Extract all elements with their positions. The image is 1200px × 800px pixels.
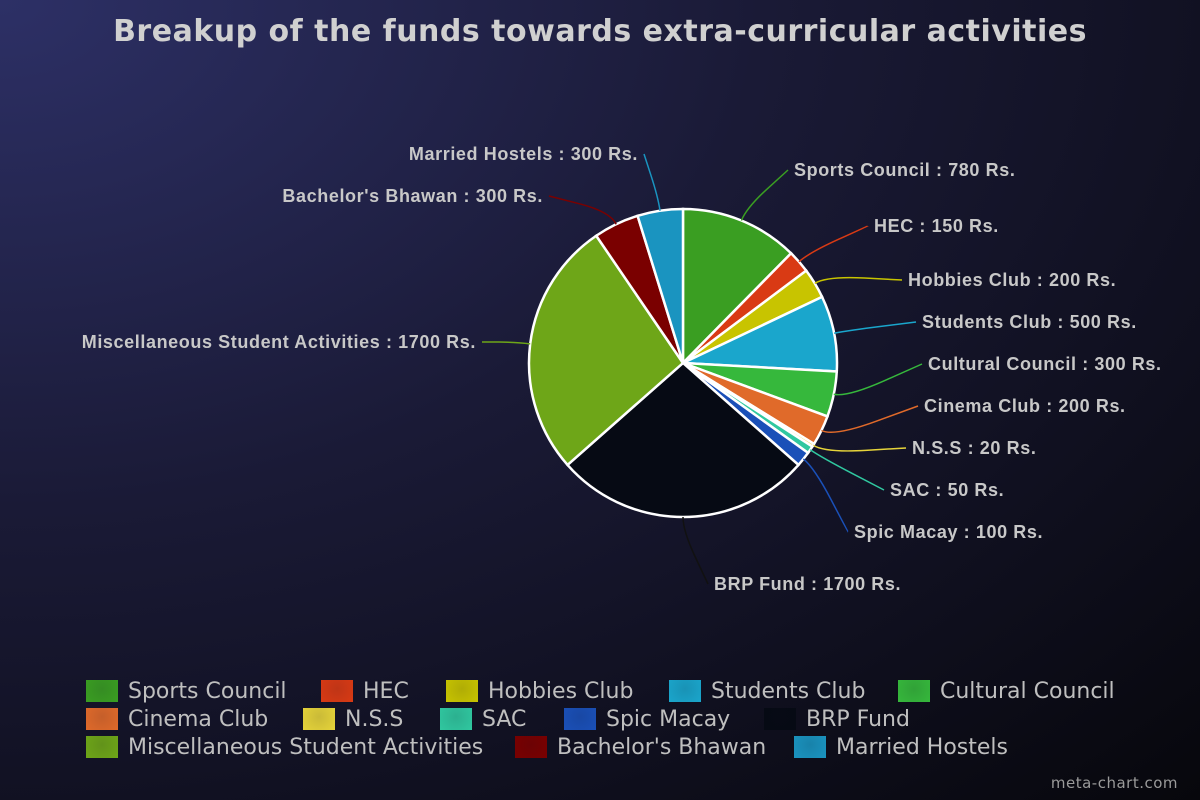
- leader-line: [802, 458, 849, 533]
- legend-label: HEC: [363, 678, 409, 704]
- legend-label: Bachelor's Bhawan: [557, 734, 767, 760]
- legend-swatch: [303, 708, 335, 730]
- legend-label: Miscellaneous Student Activities: [128, 734, 484, 760]
- slice-label: N.S.S : 20 Rs.: [912, 438, 1036, 458]
- slice-label: Bachelor's Bhawan : 300 Rs.: [282, 186, 543, 206]
- slice-label: Cinema Club : 200 Rs.: [924, 396, 1126, 416]
- leader-line: [548, 195, 617, 225]
- legend-item[interactable]: N.S.S: [303, 706, 403, 732]
- legend-swatch: [564, 708, 596, 730]
- legend-item[interactable]: Married Hostels: [794, 734, 1008, 760]
- legend-item[interactable]: HEC: [321, 678, 409, 704]
- pie-slice-married-hostels[interactable]: [636, 207, 685, 364]
- leader-line: [740, 169, 789, 221]
- legend-label: Married Hostels: [836, 734, 1008, 760]
- legend-item[interactable]: Sports Council: [86, 678, 287, 704]
- slice-label: Married Hostels : 300 Rs.: [409, 144, 638, 164]
- slice-label: Spic Macay : 100 Rs.: [854, 522, 1043, 542]
- leader-line: [481, 341, 531, 345]
- legend-item[interactable]: Cinema Club: [86, 706, 268, 732]
- legend-label: Cultural Council: [940, 678, 1115, 704]
- legend-swatch: [764, 708, 796, 730]
- leader-line: [814, 276, 903, 285]
- legend-swatch: [515, 736, 547, 758]
- leader-line: [821, 405, 919, 433]
- leader-line: [798, 225, 869, 263]
- legend-item[interactable]: Cultural Council: [898, 678, 1115, 704]
- leader-line: [682, 516, 709, 585]
- legend-item[interactable]: Students Club: [669, 678, 865, 704]
- legend-swatch: [446, 680, 478, 702]
- legend-label: Sports Council: [128, 678, 287, 704]
- slice-label: Cultural Council : 300 Rs.: [928, 354, 1162, 374]
- legend-item[interactable]: Hobbies Club: [446, 678, 633, 704]
- legend-label: Students Club: [711, 678, 866, 704]
- slice-label: Miscellaneous Student Activities : 1700 …: [82, 332, 476, 352]
- legend-label: N.S.S: [345, 706, 404, 732]
- leader-line: [809, 449, 885, 491]
- legend-item[interactable]: SAC: [440, 706, 526, 732]
- slice-label: Sports Council : 780 Rs.: [794, 160, 1015, 180]
- legend-swatch: [321, 680, 353, 702]
- leader-line: [833, 321, 917, 334]
- legend-swatch: [86, 680, 118, 702]
- legend-item[interactable]: Miscellaneous Student Activities: [86, 734, 483, 760]
- legend-label: Cinema Club: [128, 706, 269, 732]
- legend-swatch: [898, 680, 930, 702]
- leader-line: [643, 153, 661, 211]
- legend-swatch: [794, 736, 826, 758]
- leader-line: [812, 444, 907, 452]
- legend-swatch: [669, 680, 701, 702]
- chart-title: Breakup of the funds towards extra-curri…: [113, 14, 1087, 49]
- legend-label: SAC: [482, 706, 527, 732]
- legend-swatch: [86, 736, 118, 758]
- slice-label: Hobbies Club : 200 Rs.: [908, 270, 1116, 290]
- legend-swatch: [86, 708, 118, 730]
- leader-line: [833, 363, 923, 396]
- legend-item[interactable]: BRP Fund: [764, 706, 910, 732]
- legend-label: Spic Macay: [606, 706, 731, 732]
- legend-label: Hobbies Club: [488, 678, 634, 704]
- legend-item[interactable]: Bachelor's Bhawan: [515, 734, 766, 760]
- slice-label: SAC : 50 Rs.: [890, 480, 1004, 500]
- slice-label: Students Club : 500 Rs.: [922, 312, 1137, 332]
- legend-label: BRP Fund: [806, 706, 910, 732]
- slice-label: BRP Fund : 1700 Rs.: [714, 574, 901, 594]
- legend-item[interactable]: Spic Macay: [564, 706, 730, 732]
- slice-label: HEC : 150 Rs.: [874, 216, 999, 236]
- credit-text: meta-chart.com: [1050, 774, 1178, 792]
- legend-swatch: [440, 708, 472, 730]
